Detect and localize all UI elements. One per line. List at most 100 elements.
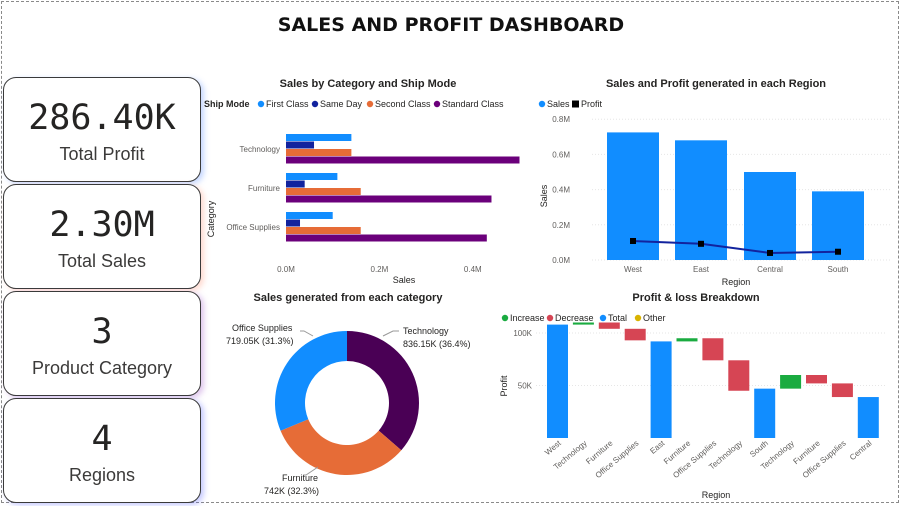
legend-marker xyxy=(257,100,265,108)
legend-label: Profit xyxy=(581,99,603,109)
dashboard-title: SALES AND PROFIT DASHBOARD xyxy=(277,14,625,36)
x-axis-title: Sales xyxy=(393,275,416,285)
legend-label: Decrease xyxy=(555,313,594,323)
kpi-label: Total Profit xyxy=(59,144,145,164)
legend-label: Second Class xyxy=(375,99,431,109)
legend-label: First Class xyxy=(266,99,309,109)
y-tick-label: 0.4M xyxy=(552,186,570,195)
x-tick-label: West xyxy=(624,265,643,274)
waterfall-bar xyxy=(572,322,594,325)
x-axis-title: Region xyxy=(722,277,751,287)
legend-title: Ship Mode xyxy=(204,99,250,109)
waterfall-bar xyxy=(547,324,568,438)
chart-title: Sales generated from each category xyxy=(254,292,444,304)
profit-marker xyxy=(698,240,704,247)
kpi-card-product-category[interactable]: 3 Product Category xyxy=(3,291,201,396)
donut-slice xyxy=(275,331,347,431)
bar xyxy=(286,149,352,156)
category-label: Technology xyxy=(240,145,280,154)
y-axis-title: Sales xyxy=(539,184,549,207)
bar xyxy=(286,188,361,195)
donut-slice xyxy=(347,331,419,451)
legend-marker xyxy=(501,314,509,322)
legend-label: Other xyxy=(643,313,666,323)
x-tick-label: 0.4M xyxy=(464,265,482,274)
waterfall-bar xyxy=(806,375,827,384)
slice-name: Technology xyxy=(403,326,449,336)
bar xyxy=(286,173,338,180)
waterfall-bar xyxy=(831,383,853,398)
kpi-value: 3 xyxy=(91,312,113,352)
y-tick-label: 0.8M xyxy=(552,115,570,124)
kpi-value: 2.30M xyxy=(49,205,155,245)
legend-marker xyxy=(311,100,319,108)
category-label: Office Supplies xyxy=(226,223,280,232)
kpi-label: Regions xyxy=(68,465,136,485)
kpi-card-total-sales[interactable]: 2.30M Total Sales xyxy=(3,184,201,289)
waterfall-bar xyxy=(624,328,646,341)
x-tick-label: Central xyxy=(757,265,783,274)
kpi-value: 4 xyxy=(91,419,113,459)
y-axis-title: Category xyxy=(206,200,216,237)
waterfall-bar xyxy=(754,388,776,438)
waterfall-bar xyxy=(857,397,879,438)
kpi-label: Total Sales xyxy=(57,251,147,271)
chart-title: Sales and Profit generated in each Regio… xyxy=(606,78,826,90)
y-axis-title: Profit xyxy=(499,375,509,397)
bar xyxy=(286,134,352,141)
profit-loss-chart[interactable]: Profit & loss Breakdown Increase Decrease… xyxy=(494,288,894,502)
kpi-card-regions[interactable]: 4 Regions xyxy=(3,398,201,503)
legend-marker xyxy=(546,314,554,322)
slice-value: 742K (32.3%) xyxy=(264,486,319,496)
profit-line xyxy=(632,239,839,254)
y-tick-label: 100K xyxy=(513,329,532,338)
bar xyxy=(286,234,487,242)
slice-name: Furniture xyxy=(282,473,318,483)
x-tick-label: 0.2M xyxy=(371,265,389,274)
waterfall-bar xyxy=(780,375,802,389)
legend-marker xyxy=(538,100,546,108)
y-tick-label: 50K xyxy=(518,382,533,391)
bar xyxy=(286,156,520,164)
y-tick-label: 0.6M xyxy=(552,150,570,159)
waterfall-bar xyxy=(702,338,724,361)
x-tick-label: East xyxy=(693,265,710,274)
slice-value: 719.05K (31.3%) xyxy=(226,336,294,346)
y-tick-label: 0.2M xyxy=(552,221,570,230)
bar xyxy=(286,212,333,219)
kpi-card-total-profit[interactable]: 286.40K Total Profit xyxy=(3,77,201,182)
x-axis-title: Region xyxy=(702,490,731,500)
leader-line xyxy=(300,330,314,337)
bar xyxy=(286,195,492,203)
slice-name: Office Supplies xyxy=(232,323,293,333)
category-donut-chart[interactable]: Sales generated from each category Techn… xyxy=(200,288,500,502)
kpi-label: Product Category xyxy=(31,358,173,378)
y-tick-label: 0.0M xyxy=(552,256,570,265)
bar xyxy=(675,140,727,260)
profit-marker xyxy=(835,248,841,255)
ship-mode-chart[interactable]: Sales by Category and Ship Mode Ship Mod… xyxy=(200,74,530,289)
profit-marker xyxy=(630,237,636,244)
legend-label: Standard Class xyxy=(442,99,504,109)
x-tick-label: Central xyxy=(848,438,874,462)
region-chart[interactable]: Sales and Profit generated in each Regio… xyxy=(530,74,900,289)
bar xyxy=(286,227,361,234)
x-tick-label: East xyxy=(648,438,667,456)
legend-marker xyxy=(599,314,607,322)
bar xyxy=(286,180,305,188)
category-label: Furniture xyxy=(248,184,281,193)
chart-title: Profit & loss Breakdown xyxy=(632,292,759,304)
donut-slice xyxy=(280,419,402,475)
x-tick-label: 0.0M xyxy=(277,265,295,274)
kpi-value: 286.40K xyxy=(28,98,176,138)
bar xyxy=(286,219,301,227)
legend-marker xyxy=(433,100,441,108)
bar xyxy=(286,141,315,149)
bar xyxy=(744,172,796,260)
slice-value: 836.15K (36.4%) xyxy=(403,339,471,349)
legend-label: Increase xyxy=(510,313,545,323)
profit-marker xyxy=(767,249,773,256)
legend-label: Sales xyxy=(547,99,570,109)
leader-line xyxy=(303,466,319,476)
